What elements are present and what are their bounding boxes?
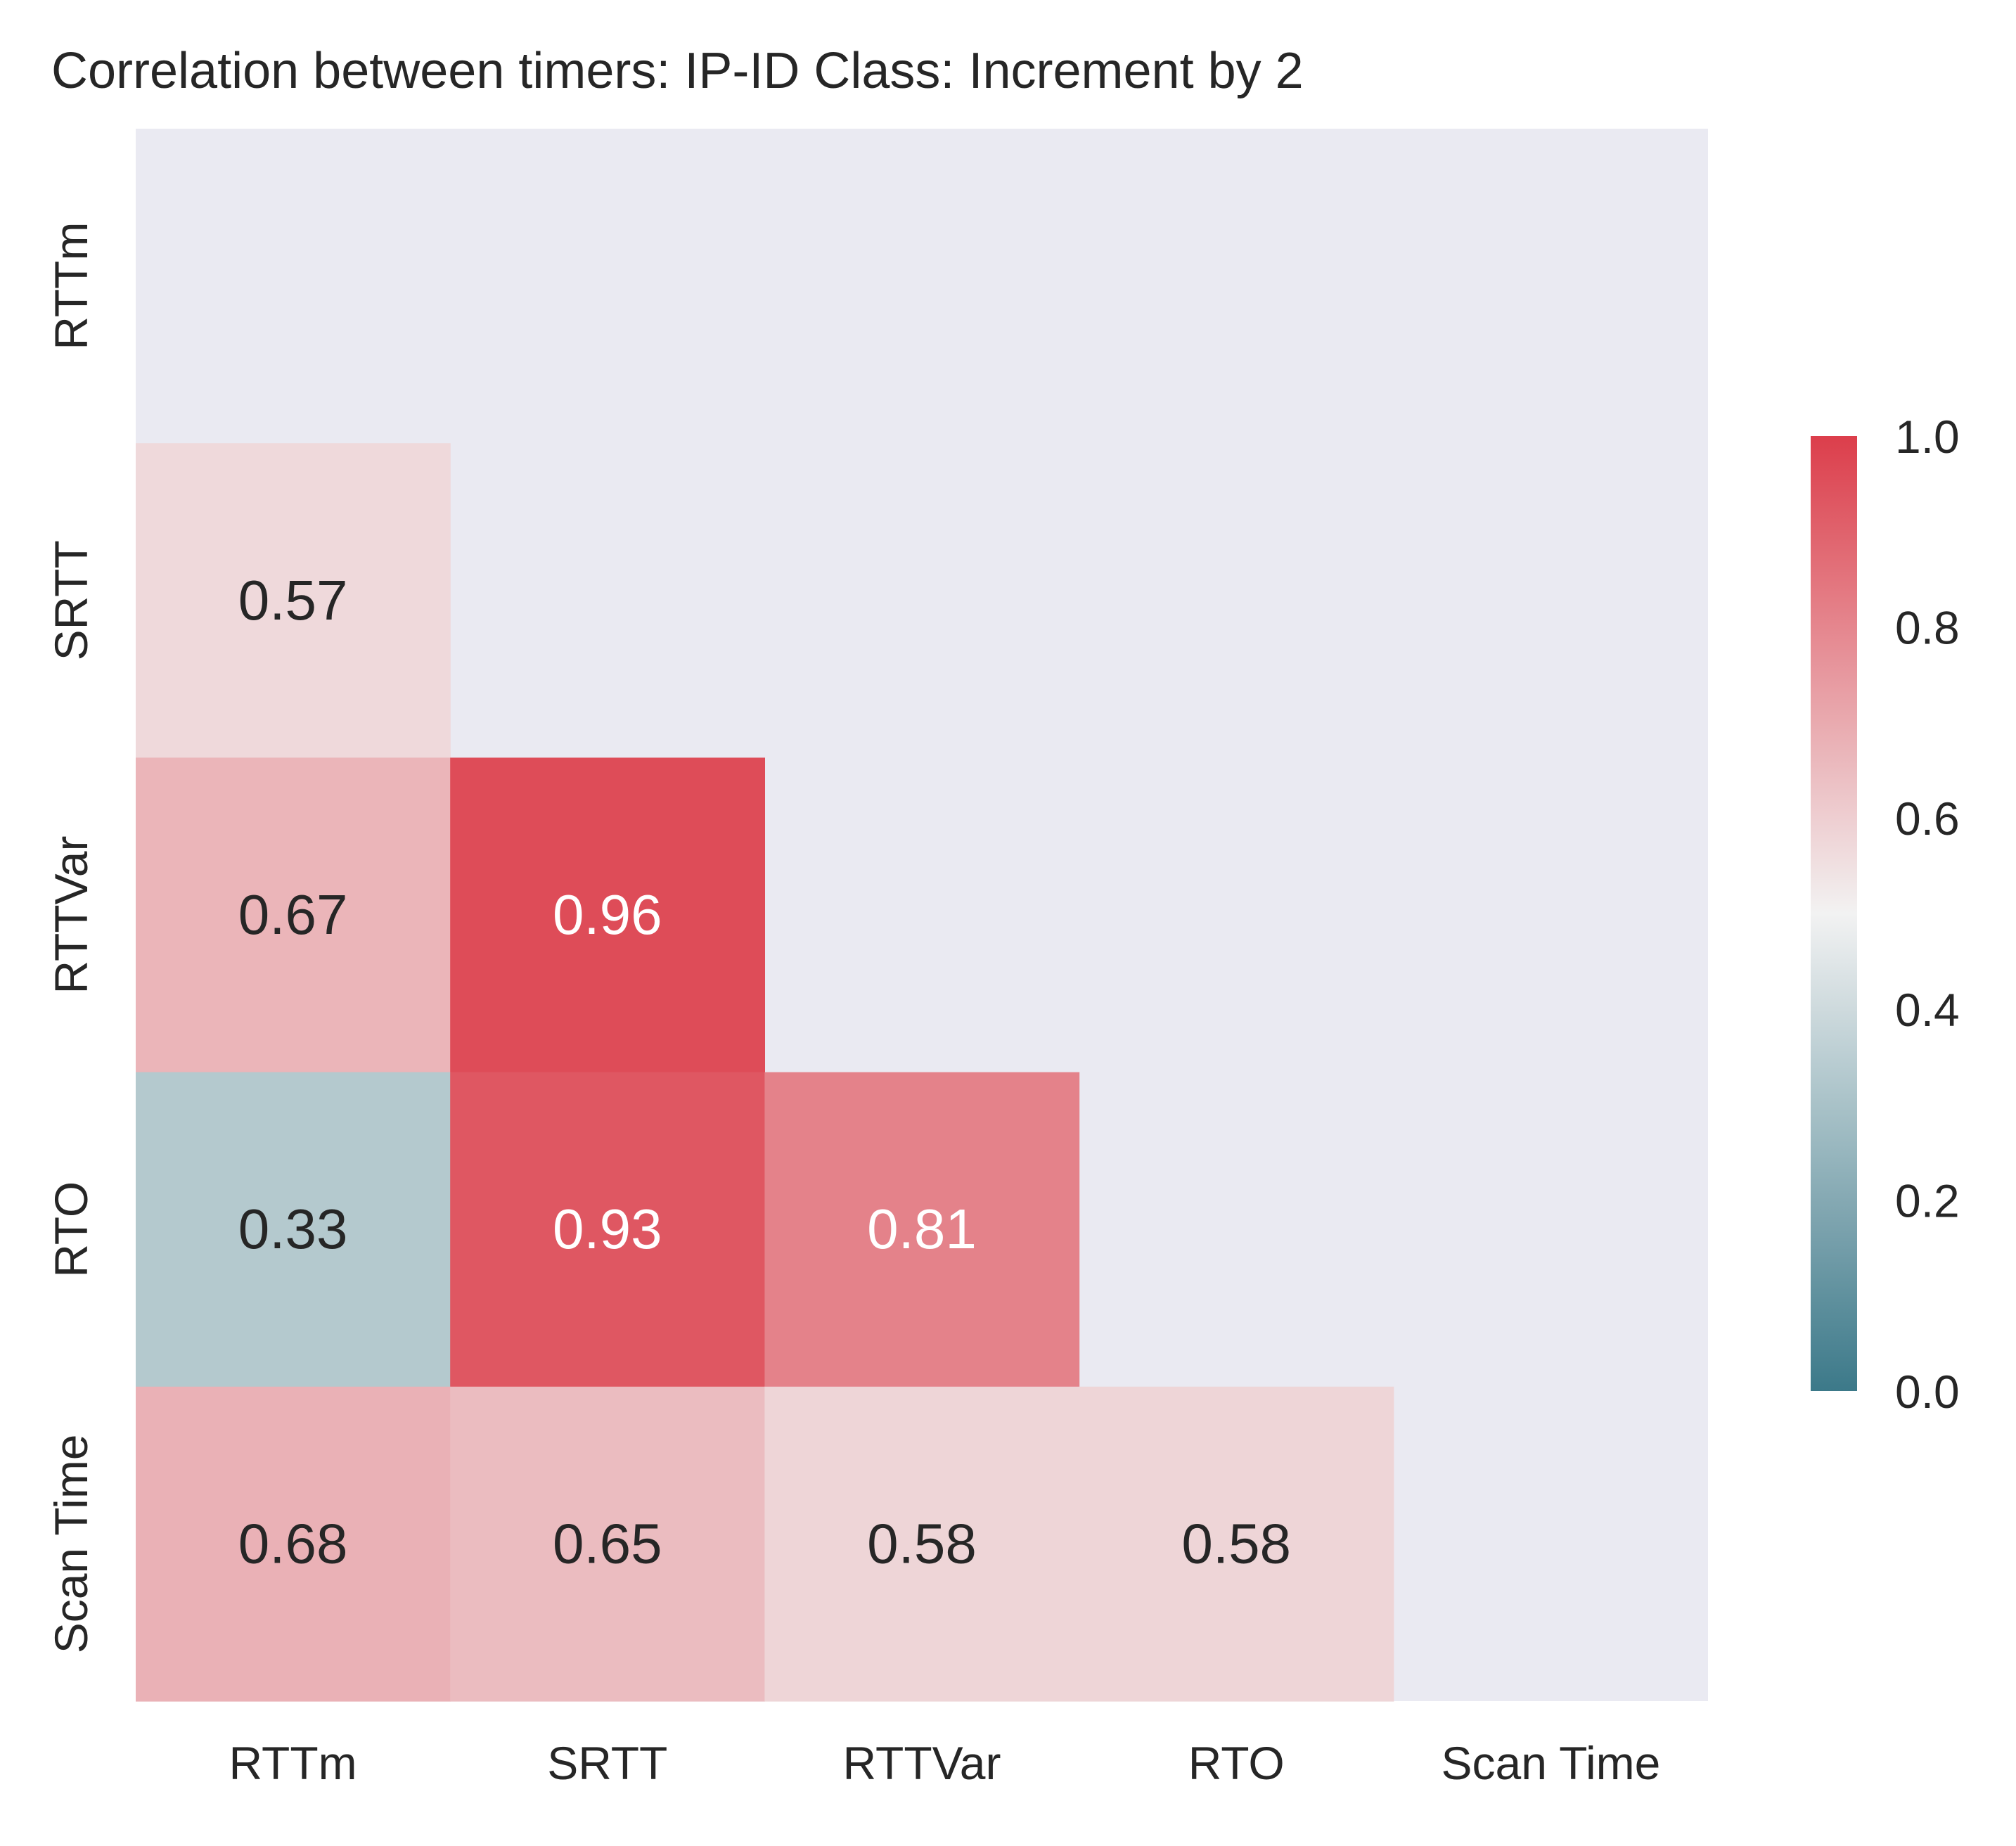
colorbar-tick-label: 0.2 xyxy=(1895,1174,1960,1226)
heatmap-cell-label: 0.93 xyxy=(553,1198,662,1260)
heatmap-cell-label: 0.33 xyxy=(238,1198,348,1260)
colorbar-tick-label: 0.4 xyxy=(1895,984,1960,1036)
heatmap-cell-label: 0.57 xyxy=(238,569,348,632)
y-tick-label: RTO xyxy=(45,1181,97,1278)
colorbar-tick-label: 0.0 xyxy=(1895,1366,1960,1418)
heatmap-cell xyxy=(136,1386,451,1702)
heatmap-cell-labels: 0.57 0.67 0.96 0.33 0.93 0.81 0.68 0.65 0.58 0.58 xyxy=(238,569,1291,1575)
colorbar-tick-label: 0.8 xyxy=(1895,602,1960,654)
heatmap-cell xyxy=(450,1072,765,1387)
colorbar-tick-label: 1.0 xyxy=(1895,411,1960,463)
x-tick-label: RTO xyxy=(1188,1737,1285,1789)
x-axis-ticks: RTTm SRTT RTTVar RTO Scan Time xyxy=(229,1737,1661,1789)
heatmap-cell-label: 0.58 xyxy=(867,1512,977,1575)
x-tick-label: Scan Time xyxy=(1442,1737,1661,1789)
heatmap-cell xyxy=(450,1386,765,1702)
heatmap-cell xyxy=(764,1072,1080,1387)
heatmap-cell-label: 0.58 xyxy=(1181,1512,1291,1575)
x-tick-label: RTTVar xyxy=(843,1737,1001,1789)
heatmap-cell-label: 0.65 xyxy=(553,1512,662,1575)
heatmap-cells xyxy=(136,443,1394,1702)
heatmap-cell xyxy=(764,1386,1080,1702)
heatmap-cell xyxy=(136,757,451,1073)
x-tick-label: RTTm xyxy=(229,1737,357,1789)
heatmap-cell xyxy=(1079,1386,1394,1702)
heatmap-cell-label: 0.96 xyxy=(553,883,662,946)
heatmap-cell-label: 0.81 xyxy=(867,1198,977,1260)
y-tick-label: Scan Time xyxy=(45,1435,97,1654)
colorbar: 0.0 0.2 0.4 0.6 0.8 1.0 xyxy=(1811,411,1960,1418)
y-tick-label: RTTVar xyxy=(45,836,97,994)
colorbar-tick-label: 0.6 xyxy=(1895,793,1960,845)
x-tick-label: SRTT xyxy=(547,1737,667,1789)
y-tick-label: SRTT xyxy=(45,540,97,660)
y-tick-label: RTTm xyxy=(45,222,97,350)
heatmap-cell-label: 0.68 xyxy=(238,1512,348,1575)
colorbar-gradient xyxy=(1811,436,1857,1391)
heatmap-cell xyxy=(450,757,765,1073)
heatmap-cell xyxy=(136,1072,451,1387)
chart-title: Correlation between timers: IP-ID Class:… xyxy=(51,43,1304,99)
y-axis-ticks: RTTm SRTT RTTVar RTO Scan Time xyxy=(45,222,97,1654)
heatmap-cell-label: 0.67 xyxy=(238,883,348,946)
heatmap-cell xyxy=(136,443,451,758)
